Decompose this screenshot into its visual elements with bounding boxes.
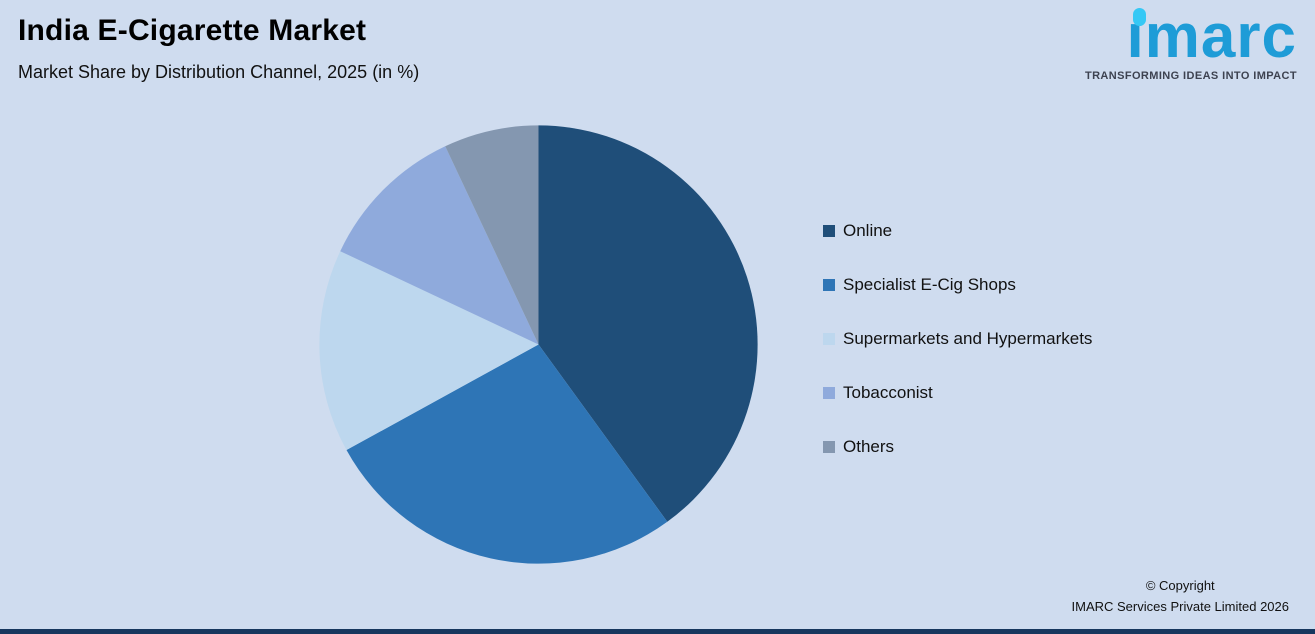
- copyright-line1: © Copyright: [1145, 578, 1215, 594]
- pie-chart: [315, 121, 762, 568]
- legend-item-specialist-ecig-shops: Specialist E-Cig Shops: [823, 272, 1092, 298]
- legend-item-supermarkets-hypermarkets: Supermarkets and Hypermarkets: [823, 326, 1092, 352]
- pie-slice-1: [346, 344, 668, 564]
- imarc-logo-tagline: TRANSFORMING IDEAS INTO IMPACT: [1084, 70, 1297, 82]
- legend-marker: [823, 441, 835, 453]
- legend-label: Others: [843, 437, 895, 456]
- pie-slice-4: [445, 125, 539, 345]
- legend-marker: [823, 279, 835, 291]
- page-title: India E-Cigarette Market: [18, 14, 367, 47]
- copyright-line2: IMARC Services Private Limited 2026: [1071, 599, 1289, 615]
- imarc-logo-dot-icon: [1132, 8, 1146, 26]
- chart-subtitle: Market Share by Distribution Channel, 20…: [18, 62, 420, 82]
- pie-chart-svg: [319, 125, 758, 564]
- chart-legend: Online Specialist E-Cig Shops Supermarke…: [823, 218, 1092, 460]
- legend-item-tobacconist: Tobacconist: [823, 380, 1092, 406]
- legend-marker: [823, 225, 835, 237]
- legend-item-online: Online: [823, 218, 1092, 244]
- legend-item-others: Others: [823, 434, 1092, 460]
- legend-label: Supermarkets and Hypermarkets: [843, 329, 1093, 348]
- pie-slice-2: [319, 251, 539, 451]
- pie-slice-0: [538, 125, 758, 522]
- legend-marker: [823, 333, 835, 345]
- legend-label: Tobacconist: [843, 383, 933, 402]
- pie-slice-3: [340, 146, 539, 345]
- legend-label: Online: [843, 221, 893, 240]
- legend-marker: [823, 387, 835, 399]
- legend-label: Specialist E-Cig Shops: [843, 275, 1016, 294]
- imarc-logo-text: ımarc: [1126, 2, 1297, 71]
- imarc-logo: ımarc TRANSFORMING IDEAS INTO IMPACT: [1027, 2, 1297, 83]
- bottom-accent-bar: [0, 629, 1315, 634]
- copyright-notice: © Copyright IMARC Services Private Limit…: [1072, 576, 1289, 618]
